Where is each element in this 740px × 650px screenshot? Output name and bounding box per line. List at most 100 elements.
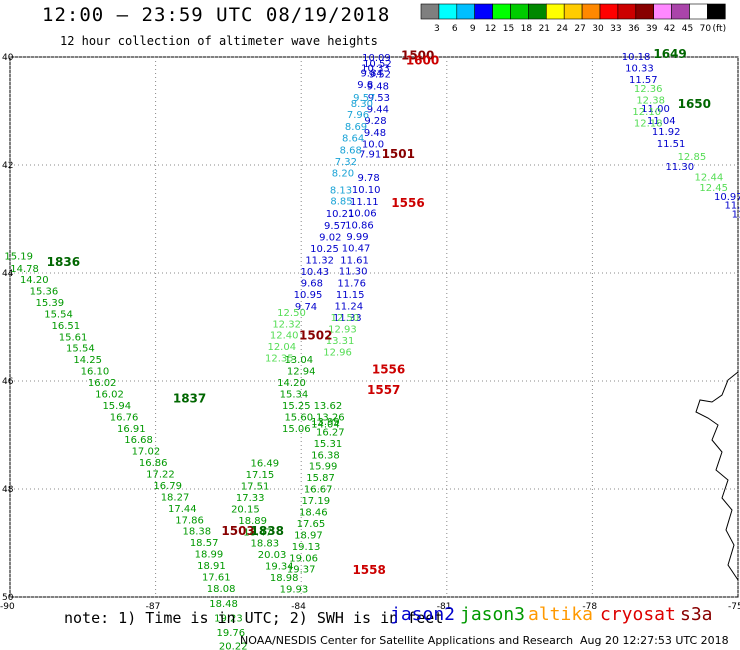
wave-height-value: 12.35	[265, 354, 294, 365]
colorbar-swatch	[653, 3, 672, 20]
wave-height-value: 17.02	[132, 447, 161, 458]
wave-height-value: 19.06	[289, 553, 318, 564]
colorbar-tick: 70	[700, 24, 712, 34]
wave-height-value: 17.19	[301, 496, 330, 507]
wave-height-value: 14.04	[311, 420, 340, 431]
lat-tick-label: 50	[2, 593, 14, 603]
colorbar-tick: 18	[521, 24, 533, 34]
wave-height-value: 11	[732, 210, 740, 221]
pass-time-label: 1556	[391, 196, 424, 210]
wave-height-value: 9.99	[346, 232, 368, 243]
wave-height-value: 18.38	[183, 527, 212, 538]
wave-height-value: 19.13	[292, 542, 321, 553]
colorbar-swatch	[671, 3, 690, 20]
wave-height-value: 8.30	[351, 99, 373, 110]
wave-height-value: 18.47	[243, 527, 272, 538]
pass-time-label: 1500	[401, 48, 434, 62]
coastline	[695, 371, 739, 581]
wave-height-value: 7.91	[359, 150, 381, 161]
wave-height-value: 16.91	[117, 424, 146, 435]
colorbar-tick: 33	[610, 24, 621, 34]
pass-time-label: 1837	[173, 392, 206, 406]
wave-height-value: 9.44	[367, 104, 389, 115]
colorbar-tick: 15	[503, 24, 514, 34]
wave-height-value: 18.27	[161, 492, 190, 503]
footer-credit: NOAA/NESDIS Center for Satellite Applica…	[240, 634, 574, 647]
wave-height-value: 8.85	[330, 197, 352, 208]
wave-height-value: 18.97	[294, 530, 323, 541]
colorbar-swatch	[510, 3, 529, 20]
wave-height-value: 9.53	[368, 93, 390, 104]
wave-height-value: 13.26	[316, 412, 345, 423]
wave-height-value: 13.31	[326, 336, 355, 347]
lon-tick-label: -81	[437, 602, 452, 612]
wave-height-value: 11.32	[305, 255, 334, 266]
wave-height-value: 10.06	[348, 208, 377, 219]
wave-height-value: 9.28	[364, 116, 386, 127]
wave-height-value: 16.79	[153, 481, 182, 492]
wave-height-value: 11.76	[337, 279, 366, 290]
wave-height-value: 11.6	[724, 201, 740, 212]
wave-height-value: 9.57	[353, 93, 375, 104]
wave-height-value: 9.8	[357, 80, 373, 91]
colorbar-swatch	[492, 3, 511, 20]
wave-height-value: 8.13	[330, 186, 352, 197]
wave-height-value: 9.78	[358, 173, 380, 184]
colorbar-tick: 3	[434, 24, 440, 34]
wave-height-value: 19.76	[217, 628, 246, 639]
wave-height-value: 12.18	[634, 119, 663, 130]
wave-height-value: 15.54	[66, 344, 95, 355]
colorbar-swatch	[581, 3, 601, 20]
colorbar-swatch	[617, 3, 637, 20]
lat-tick-label: 48	[2, 485, 14, 495]
wave-height-value: 15.06	[282, 424, 311, 435]
page-title: 12:00 – 23:59 UTC 08/19/2018	[42, 4, 391, 26]
legend-s3a: s3a	[680, 604, 713, 625]
wave-height-value: 17.15	[246, 470, 275, 481]
wave-height-value: 7.32	[335, 157, 357, 168]
colorbar-swatch	[420, 3, 440, 20]
wave-height-value: 11.11	[350, 197, 379, 208]
wave-height-value: 10.21	[326, 209, 355, 220]
wave-height-value: 8.69	[345, 122, 367, 133]
wave-height-value: 9.02	[319, 232, 341, 243]
pass-time-label: 1557	[367, 383, 400, 397]
wave-height-value: 19.23	[214, 614, 243, 625]
wave-height-value: 12.85	[678, 152, 707, 163]
wave-height-value: 18.99	[195, 550, 224, 561]
wave-height-value: 19.34	[265, 562, 294, 573]
pass-time-label: 1838	[251, 524, 284, 538]
wave-height-value: 16.86	[139, 458, 168, 469]
lon-tick-label: -87	[146, 602, 161, 612]
wave-height-value: 17.65	[297, 519, 326, 530]
wave-height-value: 11.57	[629, 75, 658, 86]
wave-height-value: 16.02	[88, 378, 117, 389]
wave-height-value: 15.19	[4, 252, 33, 263]
colorbar-tick: 24	[556, 24, 568, 34]
page-subtitle: 12 hour collection of altimeter wave hei…	[60, 34, 378, 48]
colorbar-tick: 21	[539, 24, 550, 34]
pass-time-label: 1502	[299, 329, 332, 343]
wave-height-value: 10.09	[362, 53, 391, 64]
wave-height-value: 8.64	[342, 134, 364, 145]
wave-height-value: 19.37	[287, 565, 316, 576]
wave-height-value: 13.62	[314, 401, 343, 412]
colorbar-swatch	[456, 3, 475, 20]
wave-height-value: 10.95	[294, 290, 323, 301]
colorbar-tick: 27	[574, 24, 585, 34]
wave-height-value: 10.33	[625, 63, 654, 74]
wave-height-value: 15.25	[282, 401, 311, 412]
wave-height-value: 12.04	[267, 342, 296, 353]
lon-tick-label: -78	[582, 602, 597, 612]
wave-height-value: 7.96	[347, 110, 369, 121]
wave-height-value: 11.51	[657, 139, 686, 150]
lon-tick-label: -84	[291, 602, 306, 612]
colorbar-tick: 36	[628, 24, 640, 34]
wave-height-value: 10.25	[310, 244, 339, 255]
wave-height-value: 18.48	[209, 599, 238, 610]
pass-time-label: 1649	[653, 47, 686, 61]
wave-height-value: 13.99	[311, 417, 340, 428]
wave-height-value: 17.51	[241, 481, 270, 492]
wave-height-value: 12.40	[270, 331, 299, 342]
wave-height-value: 11.30	[665, 162, 694, 173]
